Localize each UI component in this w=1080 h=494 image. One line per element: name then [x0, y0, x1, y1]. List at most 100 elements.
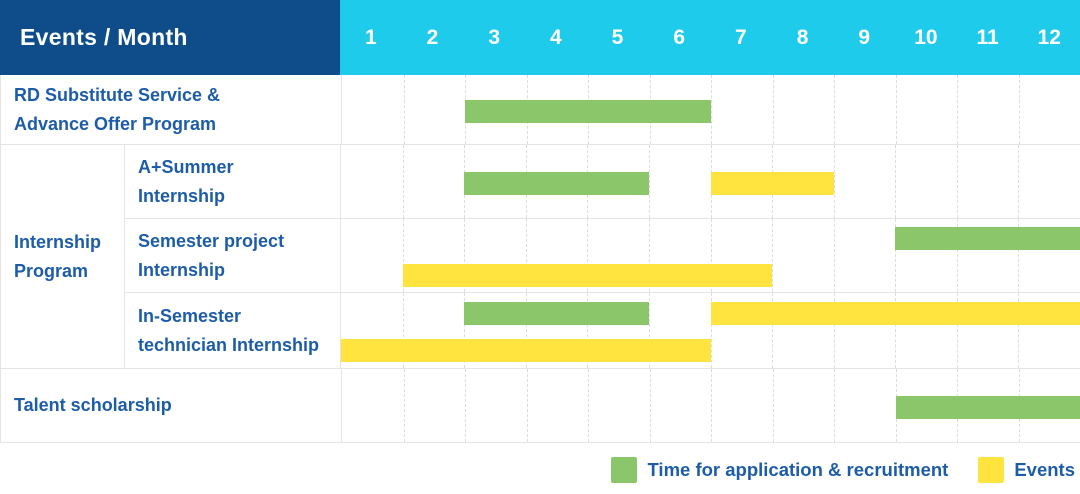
month-header-8: 8 [796, 25, 809, 49]
month-header-9: 9 [858, 25, 871, 49]
month-gridline [402, 293, 404, 368]
month-gridline [464, 219, 466, 292]
group-label-line: Program [14, 260, 89, 281]
month-gridline [956, 293, 958, 368]
month-header-11: 11 [976, 25, 999, 49]
month-gridline [711, 75, 712, 144]
month-gridline [772, 219, 774, 292]
group-label-cell: Internship Program [1, 145, 125, 368]
row-label-cell: Semester project Internship [125, 219, 340, 292]
month-header-1: 1 [364, 25, 377, 49]
row-label-line: Advance Offer Program [14, 113, 217, 134]
gantt-bar-recruitment [464, 171, 649, 195]
gantt-chart-area [340, 293, 1080, 368]
month-gridline [403, 75, 405, 144]
gantt-chart-area [340, 219, 1080, 292]
gantt-bar-recruitment [465, 99, 711, 123]
month-gridline [1018, 145, 1020, 218]
month-gridline [1018, 75, 1020, 144]
gantt-bar-events [341, 339, 711, 363]
row-label-cell: RD Substitute Service & Advance Offer Pr… [1, 75, 341, 144]
month-gridline [772, 75, 774, 144]
row-label-line: Semester project [138, 230, 285, 251]
gantt-chart-area [341, 369, 1080, 442]
month-gridline [1018, 219, 1020, 292]
gantt-bar-events [710, 171, 834, 195]
table-header-row: Events / Month 1 2 3 4 5 6 7 8 9 10 11 12 [0, 0, 1080, 75]
month-header-7: 7 [735, 25, 747, 49]
month-header-2: 2 [426, 25, 439, 49]
gantt-bar-recruitment [895, 227, 1080, 251]
row-label-line: In-Semester [138, 305, 242, 326]
month-gridline [464, 293, 466, 368]
recruitment-color-swatch [611, 457, 638, 483]
month-gridline [710, 293, 712, 368]
gantt-bar-recruitment [464, 301, 649, 325]
month-gridline [710, 219, 712, 292]
month-gridline [526, 369, 528, 442]
legend-item-recruitment: Time for application & recruitment [611, 457, 948, 483]
events-month-header-cell: Events / Month [0, 0, 340, 75]
month-gridline [648, 293, 650, 368]
month-gridline [588, 369, 589, 442]
gantt-bar-events [710, 301, 1080, 325]
gantt-table: Events / Month 1 2 3 4 5 6 7 8 9 10 11 12 RD Substi… [0, 0, 1080, 443]
month-gridline [403, 369, 405, 442]
month-gridline [895, 219, 897, 292]
month-gridline [772, 293, 774, 368]
month-gridline [402, 145, 404, 218]
group-label-line: Internship [14, 231, 102, 252]
month-gridline [895, 145, 897, 218]
month-gridline [833, 219, 835, 292]
legend: Time for application & recruitment Event… [0, 457, 1080, 483]
row-label-line: technician Internship [138, 334, 320, 355]
gantt-chart-area [340, 145, 1080, 218]
month-gridline [772, 369, 774, 442]
row-label-line: Internship [138, 185, 226, 206]
row-semester-project-internship: Semester project Internship [125, 219, 1080, 293]
month-gridline [895, 75, 897, 144]
month-gridline [648, 219, 650, 292]
events-color-swatch [978, 457, 1005, 483]
legend-item-events: Events [978, 457, 1075, 483]
gantt-bar-recruitment [895, 395, 1080, 419]
row-a-plus-summer-internship: A+Summer Internship [125, 145, 1080, 219]
month-gridline [957, 75, 958, 144]
row-label-line: Internship [138, 259, 226, 280]
group-subrows: A+Summer Internship Semester project Int… [125, 145, 1080, 368]
month-gridline [649, 369, 651, 442]
month-gridline [1018, 293, 1020, 368]
month-gridline [711, 369, 712, 442]
row-rd-substitute-service: RD Substitute Service & Advance Offer Pr… [1, 75, 1080, 145]
month-header-4: 4 [550, 25, 562, 49]
gantt-bar-events [402, 263, 773, 287]
month-header-5: 5 [611, 25, 624, 49]
month-gridline [895, 293, 897, 368]
month-gridline [956, 219, 958, 292]
row-group-internship-program: Internship Program A+Summer Internship S… [1, 145, 1080, 369]
month-gridline [834, 75, 835, 144]
row-label-cell: A+Summer Internship [125, 145, 340, 218]
month-gridline [587, 219, 589, 292]
row-talent-scholarship: Talent scholarship [1, 369, 1080, 443]
month-gridline [465, 369, 466, 442]
month-gridline [587, 293, 589, 368]
month-gridline [525, 219, 527, 292]
legend-label: Events [1014, 459, 1075, 480]
row-label-cell: In-Semester technician Internship [125, 293, 340, 368]
row-in-semester-technician-internship: In-Semester technician Internship [125, 293, 1080, 368]
month-header-6: 6 [673, 25, 686, 49]
month-gridline [648, 145, 650, 218]
row-label-line: RD Substitute Service & [14, 84, 221, 105]
gantt-chart-area [341, 75, 1080, 144]
month-header-12: 12 [1037, 25, 1061, 49]
month-header-10: 10 [914, 25, 938, 49]
row-label-line: Talent scholarship [14, 395, 172, 415]
month-header-row: 1 2 3 4 5 6 7 8 9 10 11 12 [340, 0, 1080, 75]
month-gridline [956, 145, 958, 218]
month-gridline [525, 293, 527, 368]
month-gridline [833, 293, 835, 368]
table-body: RD Substitute Service & Advance Offer Pr… [0, 75, 1080, 443]
month-header-3: 3 [488, 25, 501, 49]
row-label-cell: Talent scholarship [1, 369, 341, 442]
